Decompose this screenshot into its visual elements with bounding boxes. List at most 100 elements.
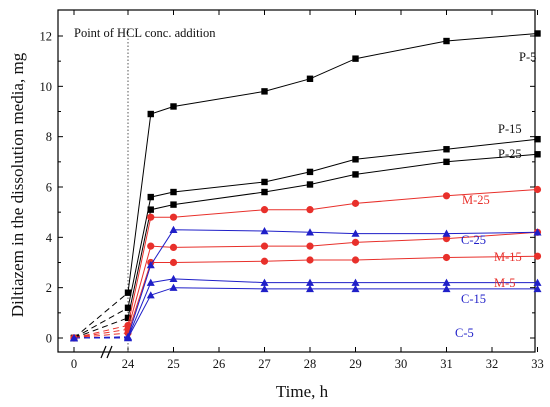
x-tick-label: 31 xyxy=(440,357,453,371)
data-point xyxy=(260,257,269,265)
data-point xyxy=(443,146,450,153)
x-tick-label: 28 xyxy=(304,357,317,371)
series-dashed-segment xyxy=(73,332,129,339)
x-tick-label: 0 xyxy=(71,357,77,371)
data-point xyxy=(261,188,268,196)
data-point xyxy=(442,284,451,293)
data-point xyxy=(169,213,178,221)
axis-break-mark xyxy=(106,345,113,359)
data-point xyxy=(170,188,177,196)
series-line xyxy=(127,255,538,334)
y-tick-label: 8 xyxy=(46,130,52,144)
data-point xyxy=(534,135,541,143)
data-point xyxy=(70,334,78,342)
data-point xyxy=(443,158,450,166)
data-point xyxy=(169,274,178,283)
series-label-p-5: P-5 xyxy=(519,50,536,64)
series-line xyxy=(127,229,538,337)
data-point xyxy=(260,227,269,235)
x-tick-label: 33 xyxy=(531,357,544,371)
data-point xyxy=(260,284,269,293)
series-line xyxy=(127,138,538,308)
data-point xyxy=(533,252,542,260)
data-point xyxy=(534,30,541,37)
data-point xyxy=(442,278,451,286)
series-dashed-segment xyxy=(73,292,129,339)
series-label-m-15: M-15 xyxy=(494,250,522,264)
data-point xyxy=(442,253,451,262)
x-tick-label: 29 xyxy=(349,357,362,371)
data-point xyxy=(260,206,269,214)
data-point xyxy=(306,228,314,236)
data-point xyxy=(170,201,177,208)
hcl-addition-annotation: Point of HCL conc. addition xyxy=(74,26,216,40)
series-line xyxy=(127,278,538,338)
data-point xyxy=(533,185,542,194)
data-point xyxy=(260,278,269,286)
data-point xyxy=(147,242,155,250)
data-point xyxy=(352,171,359,178)
data-point xyxy=(170,103,177,110)
series-p-15 xyxy=(70,135,541,342)
data-point xyxy=(169,225,178,233)
data-point xyxy=(146,278,155,286)
x-tick-label: 27 xyxy=(258,357,271,371)
data-point xyxy=(306,284,314,293)
y-axis-title: Diltiazem in the dissolution media, mg xyxy=(8,52,27,317)
series-label-c-5: C-5 xyxy=(455,326,474,340)
data-point xyxy=(147,193,154,201)
series-dashed-segment xyxy=(73,336,129,339)
series-dashed-segment xyxy=(73,328,129,339)
axis-break-mark xyxy=(100,345,107,359)
data-point xyxy=(124,314,132,322)
series-label-p-15: P-15 xyxy=(498,122,522,136)
x-tick-label: 32 xyxy=(486,357,499,371)
data-point xyxy=(306,168,314,176)
data-point xyxy=(442,192,451,200)
labels-layer: P-5 P-15 P-25 M-25 M-15 M-5 C-25 C-15 C-5 xyxy=(455,50,536,340)
data-point xyxy=(169,283,178,291)
data-point xyxy=(124,304,132,311)
series-line xyxy=(127,33,538,293)
series-line xyxy=(127,153,538,319)
data-point xyxy=(261,178,268,186)
data-point xyxy=(169,258,178,267)
data-point xyxy=(351,284,360,293)
data-point xyxy=(147,110,154,118)
series-line xyxy=(127,189,538,326)
x-tick-label: 30 xyxy=(395,357,408,371)
x-axis-title: Time, h xyxy=(276,382,329,401)
data-point xyxy=(533,228,542,236)
series-label-c-15: C-15 xyxy=(461,292,486,306)
series-m-25 xyxy=(70,185,542,342)
data-point xyxy=(260,242,269,250)
data-point xyxy=(261,88,268,95)
plot-frame xyxy=(57,9,536,353)
data-point xyxy=(146,291,155,299)
data-point xyxy=(147,206,154,213)
data-point xyxy=(306,242,314,250)
data-point xyxy=(351,256,360,264)
data-point xyxy=(443,37,450,45)
series-c-5 xyxy=(70,283,542,342)
data-point xyxy=(306,278,314,286)
y-tick-label: 10 xyxy=(40,80,53,94)
data-point xyxy=(306,256,314,264)
series-label-c-25: C-25 xyxy=(461,233,486,247)
data-point xyxy=(351,238,360,246)
plot-area xyxy=(57,9,536,353)
series-line xyxy=(127,287,538,339)
y-tick-label: 0 xyxy=(46,332,52,346)
series-label-m-25: M-25 xyxy=(462,193,490,207)
data-point xyxy=(169,243,178,251)
data-point xyxy=(442,234,451,243)
series-dashed-segment xyxy=(73,307,129,339)
y-tick-label: 4 xyxy=(46,231,53,245)
y-tick-label: 2 xyxy=(46,281,52,295)
series-line xyxy=(127,231,538,330)
data-point xyxy=(306,181,314,188)
x-tick-label: 25 xyxy=(167,357,180,371)
data-point xyxy=(124,289,132,296)
data-point xyxy=(352,55,359,62)
